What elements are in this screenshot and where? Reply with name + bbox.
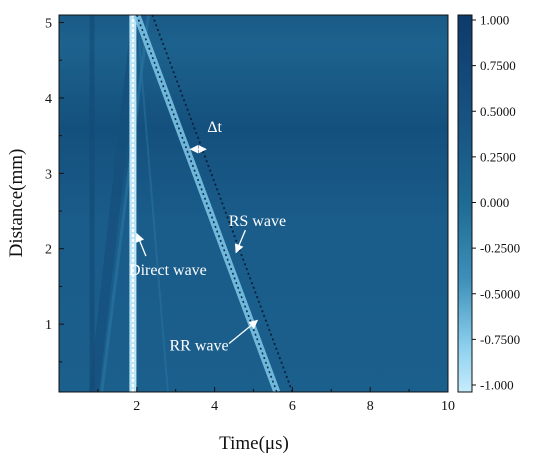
annotation-layer: Δt RS wave Direct wave RR wave (129, 119, 286, 355)
x-axis: 2 4 6 8 10 (58, 387, 455, 414)
colorbar-tick-label: 1.000 (480, 13, 509, 28)
arrow-direct-wave (135, 232, 147, 257)
colorbar (457, 14, 473, 393)
colorbar-ticks: 1.000 0.7500 0.5000 0.2500 0.000 -0.2500 -0.50… (472, 13, 520, 393)
annotation-direct-wave: Direct wave (129, 262, 207, 279)
y-tick-label: 4 (45, 92, 52, 107)
colorbar-tick-label: -1.000 (480, 378, 514, 393)
annotation-rs-wave: RS wave (229, 213, 286, 230)
field-band (135, 15, 169, 392)
annotation-t: Δt (207, 119, 222, 136)
colorbar-tick-label: 0.5000 (480, 104, 516, 119)
y-tick-label: 5 (45, 17, 52, 32)
rs-wave-line (151, 15, 294, 392)
colorbar-tick-label: -0.7500 (480, 332, 520, 347)
x-tick-label: 10 (441, 399, 455, 414)
x-tick-label: 4 (211, 399, 218, 414)
x-tick-label: 2 (133, 399, 140, 414)
field-band (100, 15, 150, 392)
rr-wave-line (136, 15, 278, 392)
x-tick-label: 8 (367, 399, 374, 414)
y-tick-label: 2 (45, 243, 52, 258)
colorbar-tick-label: 0.2500 (480, 149, 516, 164)
annotation-rr-wave: RR wave (169, 338, 228, 355)
x-tick-label: 6 (289, 399, 296, 414)
colorbar-tick-label: 0.7500 (480, 58, 516, 73)
arrow-rr-wave (228, 319, 259, 345)
colorbar-tick-label: -0.2500 (480, 241, 520, 256)
arrow-rs-wave (234, 229, 246, 254)
heatmap-layer (89, 15, 294, 392)
y-axis-title: Distance(mm) (6, 149, 27, 258)
y-tick-label: 3 (45, 167, 52, 182)
y-axis: 1 2 3 4 5 (45, 17, 64, 363)
colorbar-tick-label: -0.5000 (480, 286, 520, 301)
x-axis-title: Time(μs) (219, 433, 289, 454)
colorbar-tick-label: 0.000 (480, 195, 509, 210)
y-tick-label: 1 (45, 318, 52, 333)
